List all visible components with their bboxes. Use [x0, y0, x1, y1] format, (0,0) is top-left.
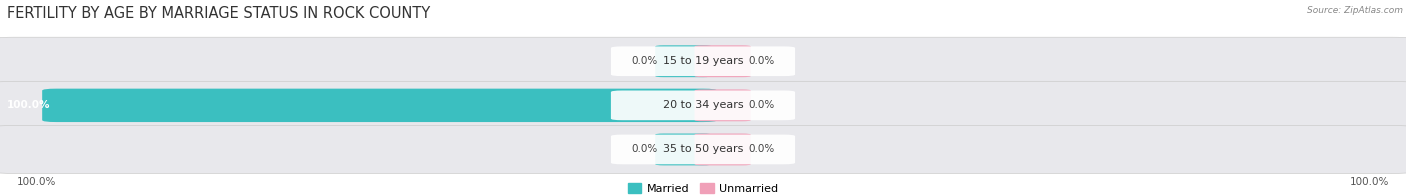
Text: 0.0%: 0.0%	[631, 144, 658, 154]
FancyBboxPatch shape	[0, 37, 1406, 85]
FancyBboxPatch shape	[0, 81, 1406, 129]
Text: 0.0%: 0.0%	[631, 56, 658, 66]
FancyBboxPatch shape	[42, 89, 717, 122]
FancyBboxPatch shape	[0, 125, 1406, 173]
FancyBboxPatch shape	[695, 45, 751, 77]
FancyBboxPatch shape	[612, 91, 796, 120]
Legend: Married, Unmarried: Married, Unmarried	[623, 179, 783, 196]
Text: Source: ZipAtlas.com: Source: ZipAtlas.com	[1308, 6, 1403, 15]
Text: 0.0%: 0.0%	[748, 100, 775, 110]
Text: 15 to 19 years: 15 to 19 years	[662, 56, 744, 66]
Text: 0.0%: 0.0%	[748, 144, 775, 154]
Text: FERTILITY BY AGE BY MARRIAGE STATUS IN ROCK COUNTY: FERTILITY BY AGE BY MARRIAGE STATUS IN R…	[7, 6, 430, 21]
Text: 20 to 34 years: 20 to 34 years	[662, 100, 744, 110]
FancyBboxPatch shape	[612, 46, 796, 76]
Text: 0.0%: 0.0%	[748, 56, 775, 66]
Text: 100.0%: 100.0%	[7, 100, 51, 110]
Text: 100.0%: 100.0%	[17, 177, 56, 187]
FancyBboxPatch shape	[655, 45, 711, 77]
FancyBboxPatch shape	[695, 133, 751, 165]
Text: 100.0%: 100.0%	[1350, 177, 1389, 187]
FancyBboxPatch shape	[655, 133, 711, 165]
FancyBboxPatch shape	[695, 89, 751, 121]
Text: 35 to 50 years: 35 to 50 years	[662, 144, 744, 154]
FancyBboxPatch shape	[612, 135, 796, 164]
